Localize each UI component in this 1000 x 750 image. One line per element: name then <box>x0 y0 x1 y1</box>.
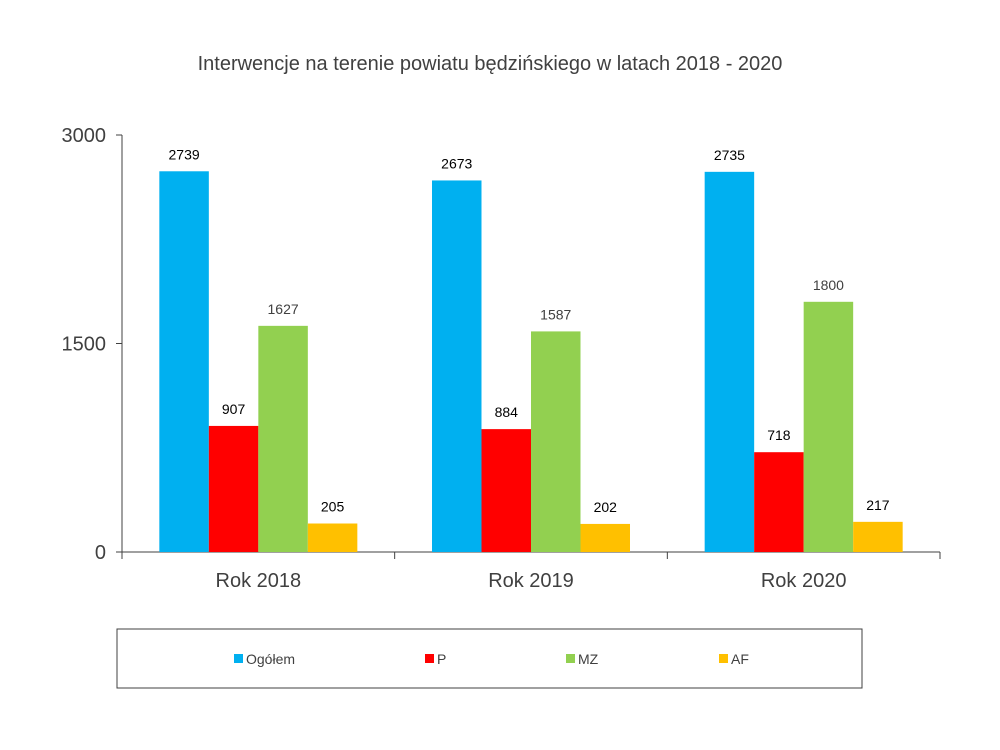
data-label: 907 <box>222 401 246 417</box>
bars <box>159 171 903 553</box>
bar-af-1 <box>580 523 630 552</box>
legend-label: MZ <box>578 651 599 667</box>
bar-mz-2 <box>803 301 854 552</box>
bar-og-em-2 <box>704 171 755 552</box>
legend-label: AF <box>731 651 749 667</box>
legend-swatch <box>234 654 243 663</box>
data-label: 202 <box>594 499 618 515</box>
data-label: 2673 <box>441 155 472 171</box>
x-tick-label: Rok 2020 <box>761 570 847 592</box>
data-label: 1800 <box>813 277 844 293</box>
bar-p-0 <box>208 425 259 552</box>
y-tick-label: 0 <box>95 542 106 564</box>
y-tick-label: 3000 <box>62 125 107 147</box>
bar-p-1 <box>481 429 531 552</box>
legend-swatch <box>566 654 575 663</box>
data-label: 2739 <box>169 146 200 162</box>
bar-p-2 <box>754 452 804 552</box>
data-label: 1587 <box>540 306 571 322</box>
axes: 0 1500 3000 Rok 2018 Rok 2019 Rok 2020 <box>62 125 941 592</box>
legend: Ogółem P MZ AF <box>116 628 863 689</box>
y-tick-label: 1500 <box>62 334 107 356</box>
data-label: 718 <box>767 427 791 443</box>
legend-label: P <box>437 651 446 667</box>
data-labels: 2739 2673 2735 907 884 718 1627 1587 1800 205 202 2… <box>169 146 890 515</box>
data-label: 884 <box>495 404 519 420</box>
chart-title: Interwencje na terenie powiatu będziński… <box>198 53 783 75</box>
x-tick-label: Rok 2018 <box>216 570 302 592</box>
data-label: 205 <box>321 499 345 515</box>
legend-swatch <box>425 654 434 663</box>
x-tick-label: Rok 2019 <box>488 570 574 592</box>
bar-mz-1 <box>531 331 581 552</box>
bar-mz-0 <box>258 325 308 552</box>
legend-border <box>116 628 863 689</box>
legend-swatch <box>719 654 728 663</box>
legend-label: Ogółem <box>246 651 295 667</box>
data-label: 217 <box>866 497 890 513</box>
data-label: 2735 <box>714 147 745 163</box>
bar-og-em-1 <box>432 180 482 552</box>
bar-af-0 <box>307 523 358 552</box>
bar-af-2 <box>853 521 903 552</box>
bar-og-em-0 <box>159 171 209 553</box>
data-label: 1627 <box>268 301 299 317</box>
